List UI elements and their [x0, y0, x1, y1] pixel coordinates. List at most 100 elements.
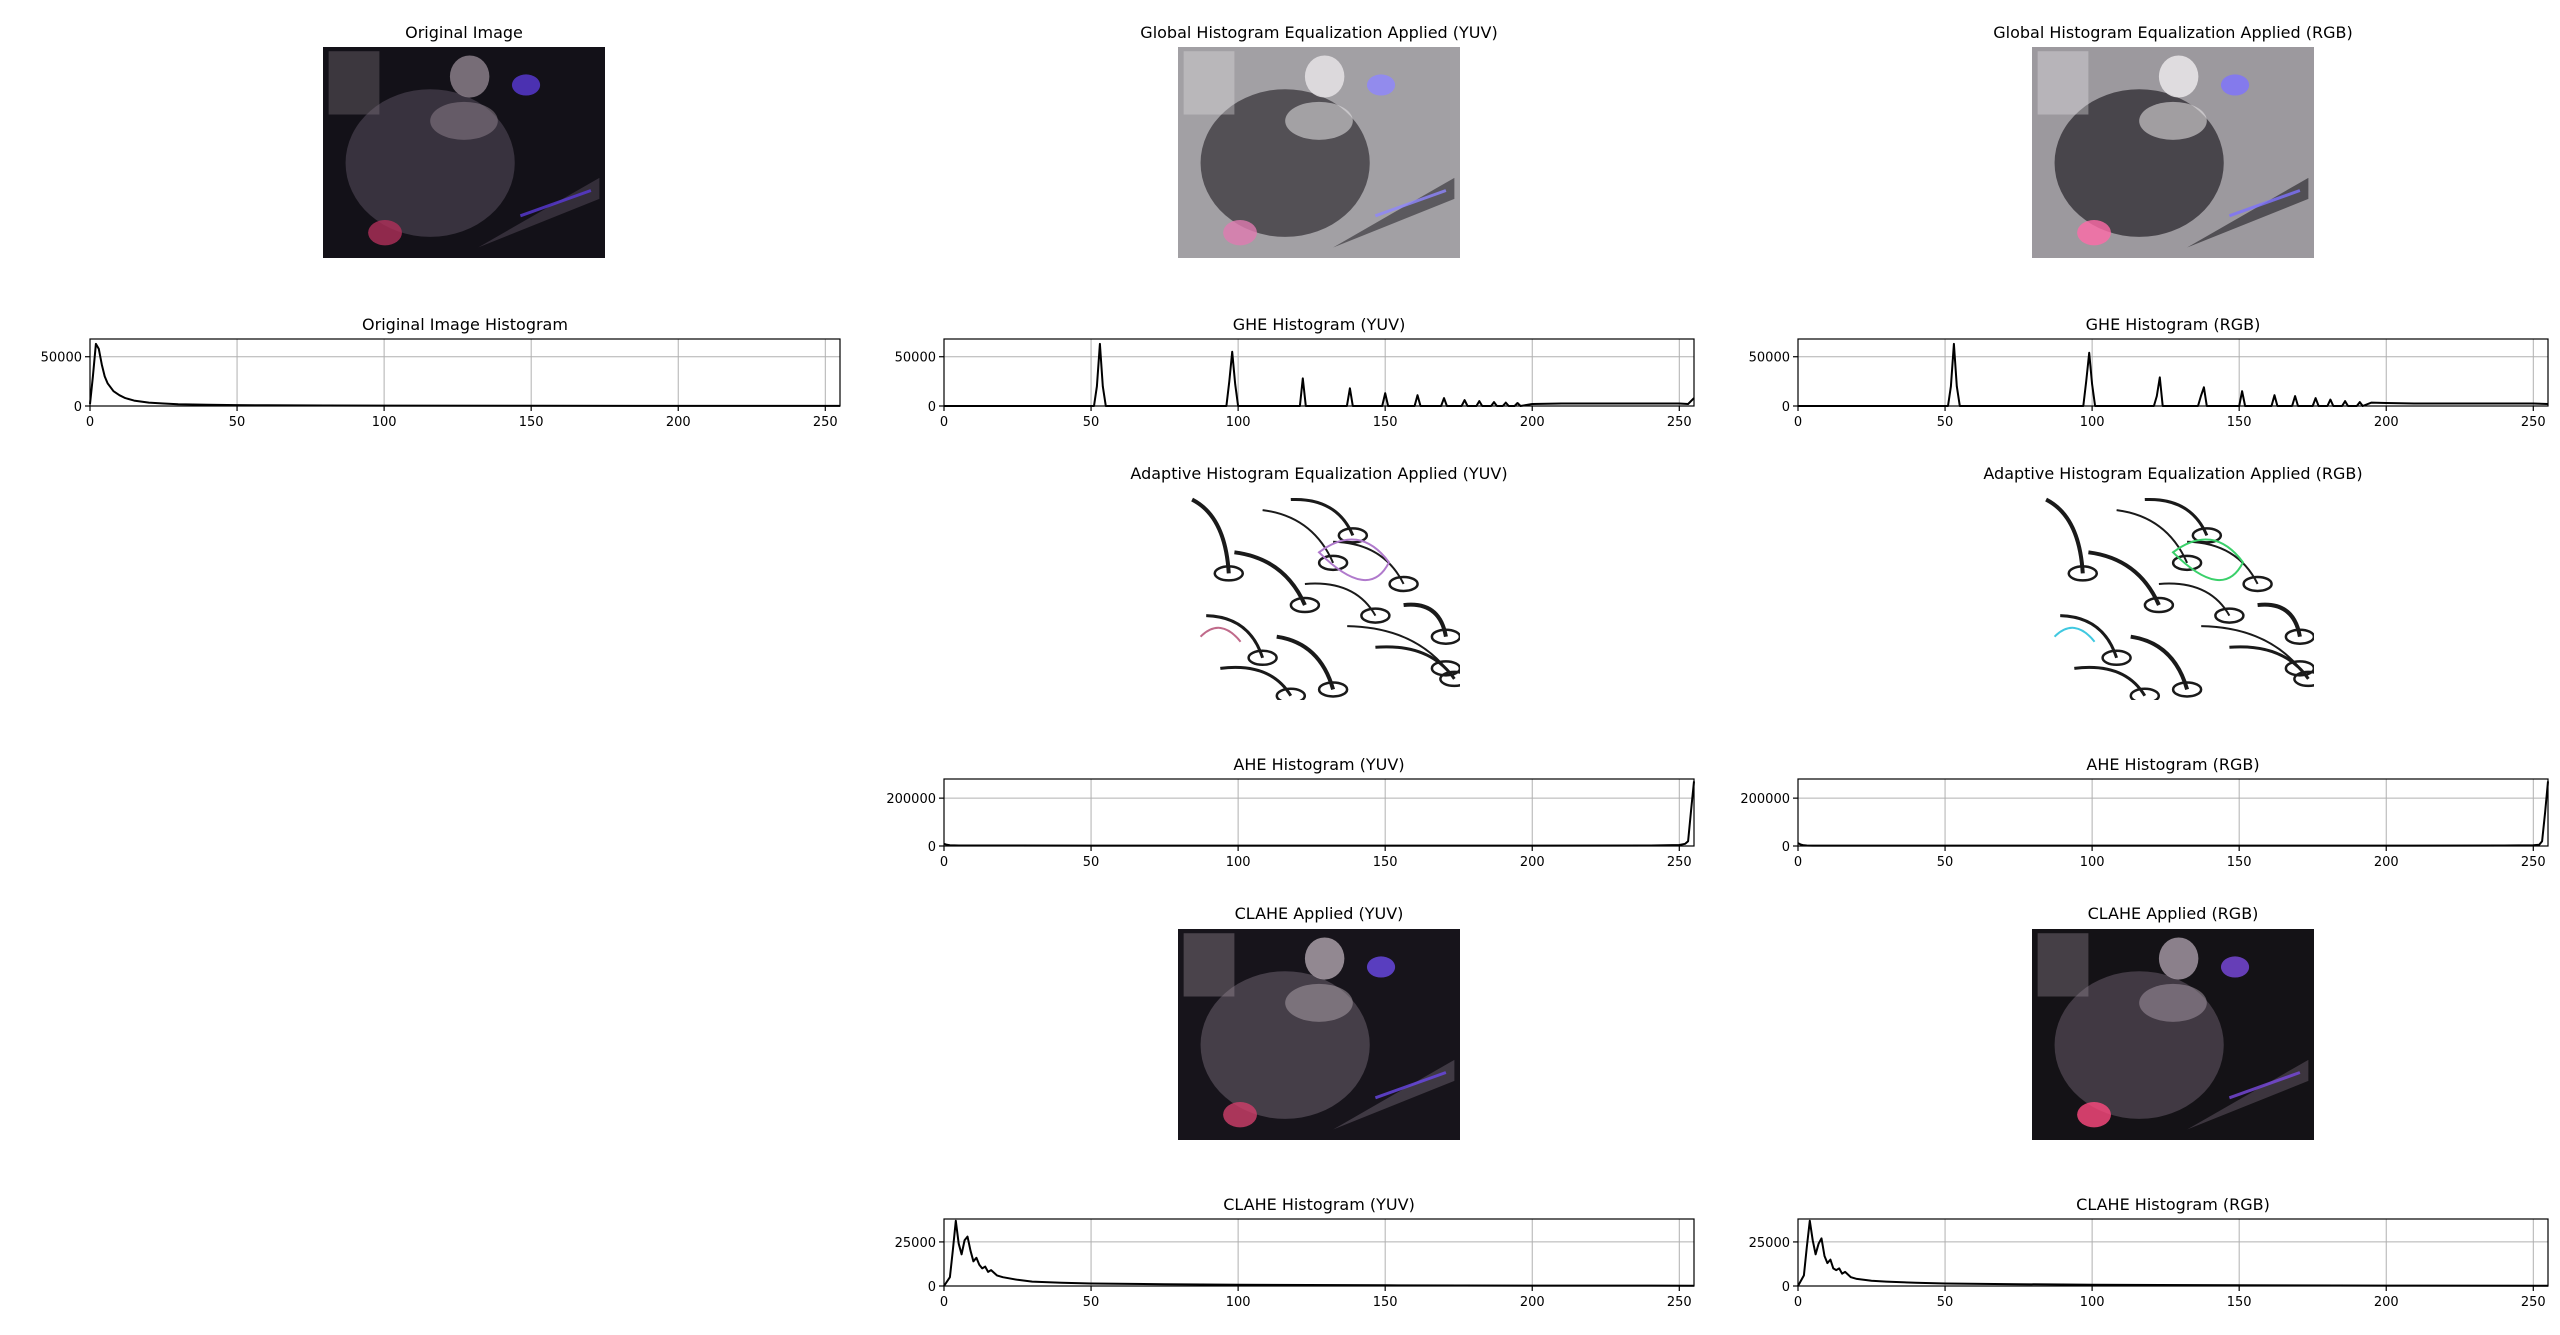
x-tick-label: 50: [1083, 415, 1100, 430]
chart-ghe-histogram-yuv: GHE Histogram (YUV) 0 50 100 150 200 250 0 50000: [895, 315, 1695, 430]
x-tick-label: 0: [1794, 855, 1802, 870]
x-tick-label: 50: [1937, 1295, 1954, 1310]
x-tick-label: 200: [1520, 1295, 1545, 1310]
x-tick-label: 0: [86, 415, 94, 430]
chart-title: GHE Histogram (YUV): [1233, 315, 1406, 334]
chart-ghe-histogram-rgb: GHE Histogram (RGB) 0 50 100 150 200 250 0 50000: [1749, 315, 2549, 430]
y-tick-label: 25000: [1749, 1236, 1790, 1251]
x-tick-label: 50: [1083, 855, 1100, 870]
x-tick-label: 0: [940, 415, 948, 430]
y-tick-label: 0: [1782, 1280, 1790, 1295]
panel-clahe-yuv-image: CLAHE Applied (YUV): [1178, 904, 1460, 1140]
x-tick-label: 150: [519, 415, 544, 430]
ghe-rgb-picture: [2032, 47, 2314, 258]
x-tick-label: 200: [1520, 415, 1545, 430]
ahe-rgb-image-title: Adaptive Histogram Equalization Applied …: [1983, 464, 2362, 483]
clahe-rgb-image-title: CLAHE Applied (RGB): [2088, 904, 2259, 923]
x-tick-label: 200: [1520, 855, 1545, 870]
x-tick-label: 150: [2227, 1295, 2252, 1310]
x-tick-label: 150: [2227, 415, 2252, 430]
y-tick-label: 200000: [886, 792, 936, 807]
x-tick-label: 50: [1937, 415, 1954, 430]
chart-original-histogram: Original Image Histogram 0 50 100 150 200 250 0…: [41, 315, 841, 430]
y-tick-label: 0: [928, 1280, 936, 1295]
ghe-yuv-picture: [1178, 47, 1460, 258]
ahe-rgb-picture: [2032, 489, 2314, 700]
panel-ahe-rgb-image: Adaptive Histogram Equalization Applied …: [1983, 464, 2363, 700]
y-tick-label: 50000: [895, 351, 936, 366]
x-tick-label: 0: [1794, 1295, 1802, 1310]
x-tick-label: 100: [2080, 855, 2105, 870]
x-tick-label: 0: [940, 1295, 948, 1310]
axes-frame: [943, 1218, 1695, 1287]
y-tick-label: 0: [74, 400, 82, 415]
panel-ghe-yuv-image: Global Histogram Equalization Applied (Y…: [1140, 23, 1498, 258]
original-picture: [323, 47, 605, 258]
y-tick-label: 0: [1782, 400, 1790, 415]
x-tick-label: 200: [2374, 855, 2399, 870]
x-tick-label: 150: [2227, 855, 2252, 870]
clahe-yuv-image-title: CLAHE Applied (YUV): [1235, 904, 1404, 923]
x-tick-label: 100: [1226, 1295, 1251, 1310]
chart-title: GHE Histogram (RGB): [2086, 315, 2261, 334]
x-tick-label: 0: [1794, 415, 1802, 430]
x-tick-label: 100: [2080, 1295, 2105, 1310]
histogram-series-line: [1797, 1219, 2549, 1287]
axes-frame: [89, 338, 841, 407]
chart-title: AHE Histogram (YUV): [1233, 755, 1404, 774]
axes-frame: [943, 338, 1695, 407]
x-tick-label: 50: [1937, 855, 1954, 870]
x-tick-label: 150: [1373, 415, 1398, 430]
x-tick-label: 150: [1373, 855, 1398, 870]
clahe-yuv-picture: [1178, 929, 1460, 1140]
y-tick-label: 0: [928, 840, 936, 855]
x-tick-label: 250: [813, 415, 838, 430]
axes-frame: [943, 778, 1695, 847]
panel-ahe-yuv-image: Adaptive Histogram Equalization Applied …: [1130, 464, 1508, 700]
histogram-series-line: [943, 1219, 1695, 1287]
clahe-rgb-picture: [2032, 929, 2314, 1140]
x-tick-label: 250: [2521, 855, 2546, 870]
chart-clahe-histogram-rgb: CLAHE Histogram (RGB) 0 50 100 150 200 250 0 250…: [1749, 1195, 2549, 1310]
y-tick-label: 25000: [895, 1236, 936, 1251]
ghe-yuv-image-title: Global Histogram Equalization Applied (Y…: [1140, 23, 1497, 42]
ahe-yuv-image-title: Adaptive Histogram Equalization Applied …: [1130, 464, 1507, 483]
panel-original-image: Original Image: [323, 23, 605, 258]
x-tick-label: 100: [1226, 415, 1251, 430]
x-tick-label: 50: [229, 415, 246, 430]
y-tick-label: 50000: [1749, 351, 1790, 366]
x-tick-label: 100: [2080, 415, 2105, 430]
chart-clahe-histogram-yuv: CLAHE Histogram (YUV) 0 50 100 150 200 250 0 250…: [895, 1195, 1695, 1310]
chart-ahe-histogram-yuv: AHE Histogram (YUV) 0 50 100 150 200 250 0 20000…: [886, 755, 1695, 870]
x-tick-label: 250: [1667, 415, 1692, 430]
x-tick-label: 150: [1373, 1295, 1398, 1310]
x-tick-label: 200: [666, 415, 691, 430]
panel-ghe-rgb-image: Global Histogram Equalization Applied (R…: [1993, 23, 2353, 258]
chart-title: CLAHE Histogram (RGB): [2076, 1195, 2270, 1214]
x-tick-label: 100: [372, 415, 397, 430]
x-tick-label: 250: [2521, 1295, 2546, 1310]
original-image-title: Original Image: [405, 23, 523, 42]
x-tick-label: 0: [940, 855, 948, 870]
axes-frame: [1797, 778, 2549, 847]
ghe-rgb-image-title: Global Histogram Equalization Applied (R…: [1993, 23, 2352, 42]
chart-title: AHE Histogram (RGB): [2086, 755, 2259, 774]
chart-ahe-histogram-rgb: AHE Histogram (RGB) 0 50 100 150 200 250 0 20000…: [1740, 755, 2549, 870]
x-tick-label: 250: [2521, 415, 2546, 430]
x-tick-label: 50: [1083, 1295, 1100, 1310]
x-tick-label: 250: [1667, 1295, 1692, 1310]
chart-title: Original Image Histogram: [362, 315, 568, 334]
axes-frame: [1797, 1218, 2549, 1287]
chart-title: CLAHE Histogram (YUV): [1223, 1195, 1415, 1214]
x-tick-label: 200: [2374, 415, 2399, 430]
x-tick-label: 100: [1226, 855, 1251, 870]
axes-frame: [1797, 338, 2549, 407]
panel-clahe-rgb-image: CLAHE Applied (RGB): [2032, 904, 2314, 1140]
ahe-yuv-picture: [1178, 489, 1460, 700]
x-tick-label: 200: [2374, 1295, 2399, 1310]
x-tick-label: 250: [1667, 855, 1692, 870]
y-tick-label: 0: [1782, 840, 1790, 855]
y-tick-label: 50000: [41, 351, 82, 366]
y-tick-label: 200000: [1740, 792, 1790, 807]
